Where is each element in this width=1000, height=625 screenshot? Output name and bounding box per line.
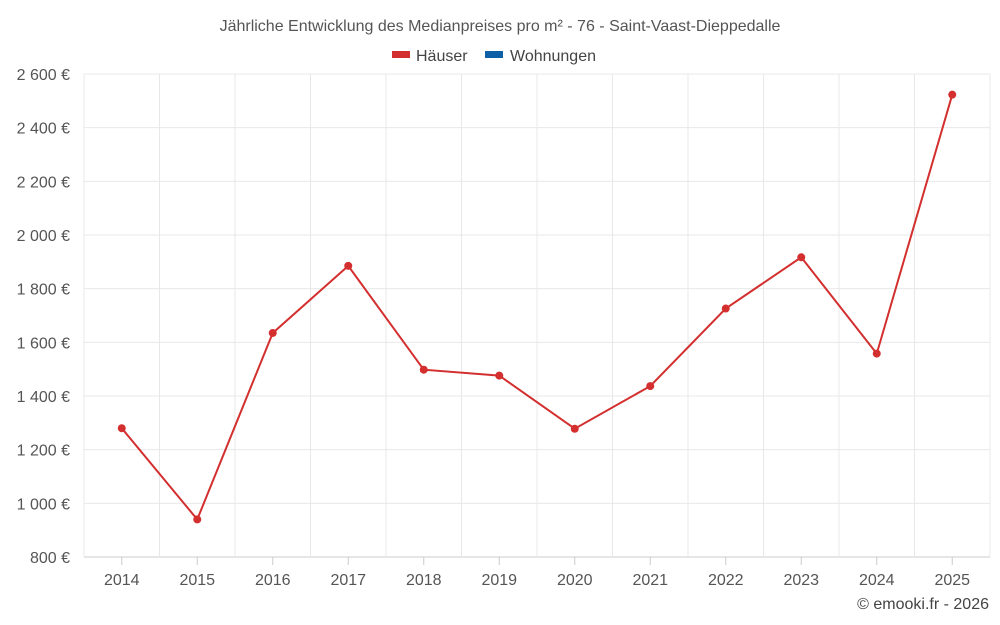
chart-title: Jährliche Entwicklung des Medianpreises … [220, 18, 781, 35]
y-tick-label: 2 600 € [17, 67, 70, 84]
y-tick-label: 1 400 € [17, 389, 70, 406]
y-tick-label: 1 800 € [17, 282, 70, 299]
y-tick-label: 2 000 € [17, 228, 70, 245]
series-haeuser [117, 90, 957, 524]
data-point-haeuser-2015[interactable] [193, 515, 202, 524]
y-axis-ticks: 800 € 1 000 € 1 200 € 1 400 € 1 600 € 1 800 €… [17, 67, 70, 567]
x-tick-label: 2020 [557, 572, 593, 589]
y-tick-label: 1 600 € [17, 335, 70, 352]
x-tick-label: 2021 [632, 572, 668, 589]
x-tick-label: 2014 [104, 572, 140, 589]
legend-item-haeuser[interactable]: Häuser [392, 48, 468, 65]
legend-label-wohnungen: Wohnungen [510, 48, 596, 65]
x-tick-label: 2025 [934, 572, 970, 589]
data-point-haeuser-2014[interactable] [117, 424, 126, 433]
legend-label-haeuser: Häuser [416, 48, 468, 65]
x-tick-label: 2015 [179, 572, 215, 589]
data-point-haeuser-2017[interactable] [344, 261, 353, 270]
x-tick-label: 2018 [406, 572, 442, 589]
x-tick-label: 2024 [859, 572, 895, 589]
x-tick-label: 2016 [255, 572, 291, 589]
y-tick-label: 2 200 € [17, 174, 70, 191]
data-point-haeuser-2019[interactable] [495, 371, 504, 380]
data-point-haeuser-2023[interactable] [797, 253, 806, 262]
x-axis-ticks: 2014 2015 2016 2017 2018 2019 2020 2021 2022 2023… [104, 557, 970, 589]
legend-item-wohnungen[interactable]: Wohnungen [485, 48, 596, 65]
data-point-haeuser-2020[interactable] [570, 424, 579, 433]
data-point-haeuser-2025[interactable] [948, 90, 957, 99]
x-tick-label: 2019 [481, 572, 517, 589]
legend-swatch-haeuser [392, 51, 410, 58]
data-point-haeuser-2024[interactable] [872, 349, 881, 358]
series-line-haeuser [120, 94, 954, 522]
x-tick-label: 2023 [783, 572, 819, 589]
credit-text: © emooki.fr - 2026 [857, 596, 989, 613]
legend-swatch-wohnungen [485, 51, 503, 58]
data-point-haeuser-2018[interactable] [419, 365, 428, 374]
data-point-haeuser-2022[interactable] [721, 304, 730, 313]
data-point-haeuser-2016[interactable] [268, 328, 277, 337]
legend: Häuser Wohnungen [392, 48, 596, 65]
x-tick-label: 2017 [330, 572, 366, 589]
data-point-haeuser-2021[interactable] [646, 382, 655, 391]
y-tick-label: 1 000 € [17, 496, 70, 513]
y-tick-label: 1 200 € [17, 443, 70, 460]
x-tick-label: 2022 [708, 572, 744, 589]
grid [83, 73, 991, 558]
y-tick-label: 2 400 € [17, 121, 70, 138]
y-tick-label: 800 € [30, 550, 70, 567]
